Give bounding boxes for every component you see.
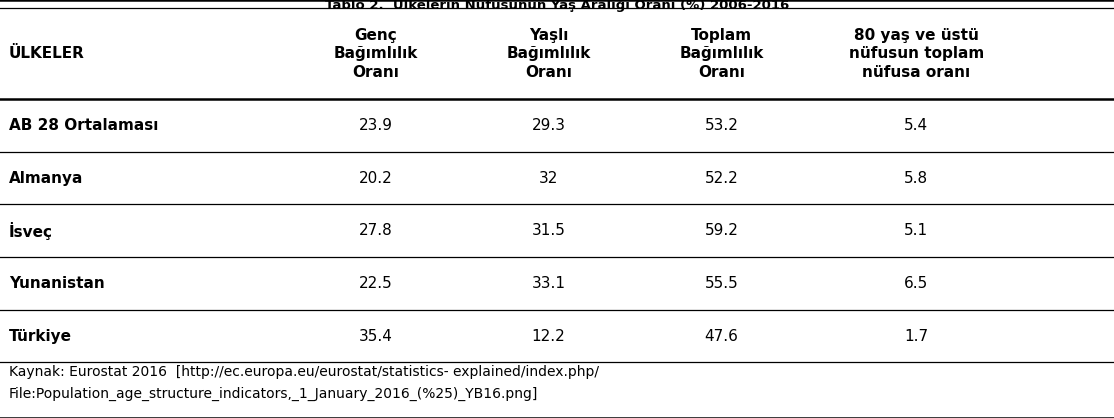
Text: Almanya: Almanya (9, 171, 84, 186)
Text: 31.5: 31.5 (531, 223, 566, 238)
Text: 59.2: 59.2 (704, 223, 739, 238)
Text: 35.4: 35.4 (359, 329, 393, 344)
Text: 55.5: 55.5 (704, 276, 739, 291)
Text: İsveç: İsveç (9, 222, 52, 240)
Text: 5.8: 5.8 (905, 171, 928, 186)
Text: 22.5: 22.5 (359, 276, 393, 291)
Text: File:Population_age_structure_indicators,_1_January_2016_(%25)_YB16.png]: File:Population_age_structure_indicators… (9, 387, 538, 401)
Text: 27.8: 27.8 (359, 223, 393, 238)
Text: Kaynak: Eurostat 2016  [http://ec.europa.eu/eurostat/statistics- explained/index: Kaynak: Eurostat 2016 [http://ec.europa.… (9, 364, 599, 379)
Text: 1.7: 1.7 (905, 329, 928, 344)
Text: 20.2: 20.2 (359, 171, 393, 186)
Text: Toplam
Bağımlılık
Oranı: Toplam Bağımlılık Oranı (680, 28, 763, 80)
Text: 29.3: 29.3 (531, 118, 566, 133)
Text: ÜLKELER: ÜLKELER (9, 46, 85, 61)
Text: Yaşlı
Bağımlılık
Oranı: Yaşlı Bağımlılık Oranı (507, 28, 590, 80)
Text: Genç
Bağımlılık
Oranı: Genç Bağımlılık Oranı (334, 28, 418, 80)
Text: 32: 32 (539, 171, 558, 186)
Text: 53.2: 53.2 (704, 118, 739, 133)
Text: 5.1: 5.1 (905, 223, 928, 238)
Text: Tablo 2.  Ülkelerin Nüfusunun Yaş Aralığı Oranı (%) 2006-2016: Tablo 2. Ülkelerin Nüfusunun Yaş Aralığı… (325, 0, 789, 12)
Text: 6.5: 6.5 (905, 276, 928, 291)
Text: 52.2: 52.2 (704, 171, 739, 186)
Text: 47.6: 47.6 (704, 329, 739, 344)
Text: 12.2: 12.2 (531, 329, 566, 344)
Text: AB 28 Ortalaması: AB 28 Ortalaması (9, 118, 158, 133)
Text: 5.4: 5.4 (905, 118, 928, 133)
Text: Türkiye: Türkiye (9, 329, 72, 344)
Text: 33.1: 33.1 (531, 276, 566, 291)
Text: Yunanistan: Yunanistan (9, 276, 105, 291)
Text: 80 yaş ve üstü
nüfusun toplam
nüfusa oranı: 80 yaş ve üstü nüfusun toplam nüfusa ora… (849, 28, 984, 80)
Text: 23.9: 23.9 (359, 118, 393, 133)
